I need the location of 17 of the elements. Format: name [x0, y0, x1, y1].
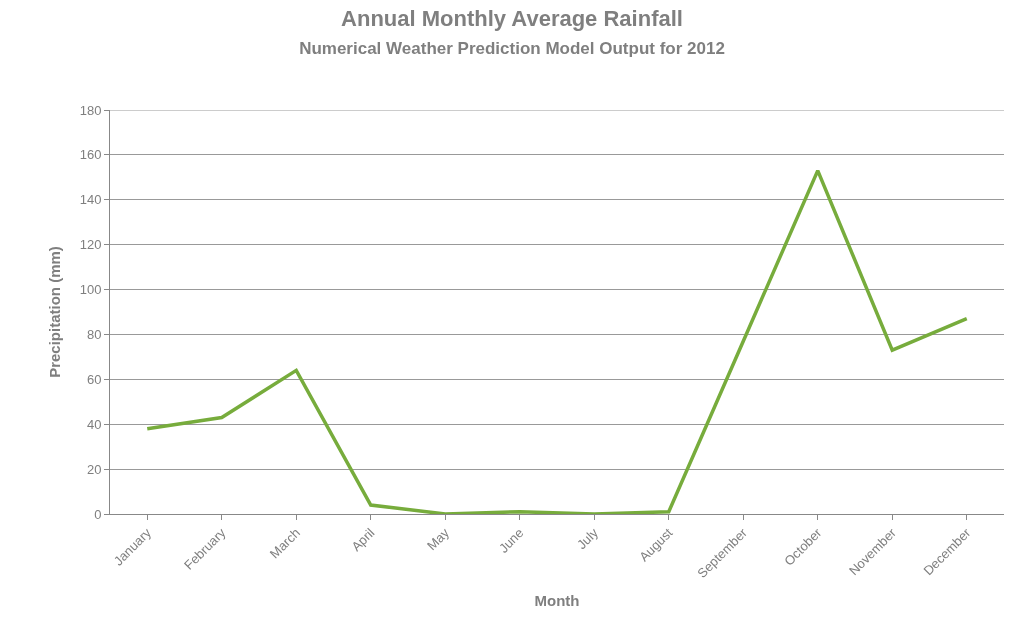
- y-axis-title: Precipitation (mm): [45, 246, 63, 378]
- x-tick-label: May: [423, 524, 453, 554]
- line-series: [145, 168, 969, 514]
- y-tick-label: 100: [79, 282, 102, 298]
- chart-subtitle: Numerical Weather Prediction Model Output for 2012: [299, 39, 725, 59]
- x-axis-title: Month: [534, 591, 580, 609]
- y-tick-label: 20: [86, 461, 102, 477]
- x-tick-label: July: [574, 524, 602, 553]
- y-tick-label: 0: [94, 506, 102, 522]
- y-tick-label: 140: [79, 192, 102, 208]
- y-tick-label: 180: [79, 102, 102, 118]
- y-tick-label: 80: [86, 326, 102, 342]
- y-tick-label: 60: [86, 371, 102, 387]
- y-tick-label: 160: [79, 147, 102, 163]
- y-tick-label: 40: [86, 416, 102, 432]
- chart-title: Annual Monthly Average Rainfall: [341, 5, 683, 31]
- y-tick-label: 120: [79, 237, 102, 253]
